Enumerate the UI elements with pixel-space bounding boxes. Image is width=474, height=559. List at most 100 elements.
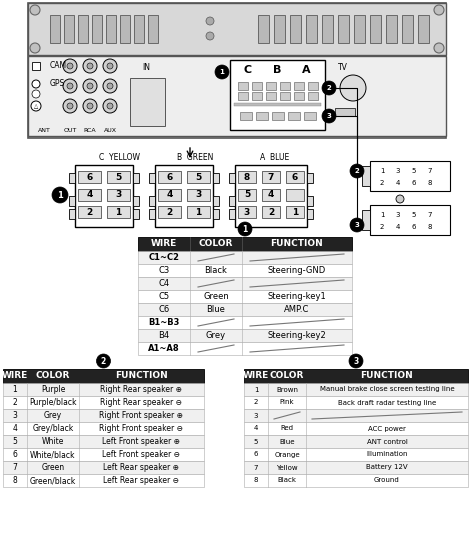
Text: 5: 5 [195, 173, 201, 182]
Circle shape [32, 80, 40, 88]
Bar [158, 206, 181, 219]
Text: 1: 1 [380, 168, 384, 174]
Bar [229, 173, 235, 183]
Bar [386, 15, 397, 43]
Text: GPS: GPS [50, 79, 65, 88]
Text: Back draft radar testing line: Back draft radar testing line [338, 400, 436, 405]
Bar [133, 209, 139, 219]
Text: FUNCTION: FUNCTION [361, 372, 413, 381]
Text: Left Rear speaker ⊖: Left Rear speaker ⊖ [103, 476, 180, 485]
Bar [322, 15, 333, 43]
Bar [78, 171, 101, 183]
Bar [244, 396, 468, 409]
Bar [370, 205, 450, 235]
Bar [78, 189, 101, 201]
Circle shape [215, 65, 229, 79]
Text: 2: 2 [327, 85, 331, 91]
Circle shape [87, 83, 93, 89]
Text: ANT control: ANT control [366, 438, 408, 444]
Text: 3: 3 [254, 413, 258, 419]
Text: 1: 1 [195, 208, 201, 217]
Bar [258, 15, 269, 43]
Bar [252, 82, 262, 90]
Text: 6: 6 [412, 224, 416, 230]
Text: 2: 2 [268, 208, 274, 217]
Text: 8: 8 [244, 173, 250, 182]
Bar [138, 277, 352, 290]
Circle shape [434, 43, 444, 53]
Text: 1: 1 [292, 208, 298, 217]
Text: A  BLUE: A BLUE [260, 153, 290, 162]
Text: Orange: Orange [274, 452, 300, 457]
Text: 6: 6 [292, 173, 298, 182]
Bar [3, 396, 204, 409]
Bar [244, 383, 468, 396]
Circle shape [206, 32, 214, 40]
Bar [3, 409, 204, 422]
Text: Right Rear speaker ⊖: Right Rear speaker ⊖ [100, 398, 182, 407]
Bar [418, 15, 429, 43]
Text: Blue: Blue [279, 438, 295, 444]
Text: Left Front speaker ⊕: Left Front speaker ⊕ [102, 437, 181, 446]
Bar [138, 251, 352, 264]
Bar [252, 92, 262, 100]
Circle shape [31, 101, 41, 111]
Bar [307, 209, 313, 219]
Bar [308, 92, 318, 100]
Text: 1: 1 [219, 69, 224, 75]
Text: AMP.C: AMP.C [284, 305, 310, 314]
Circle shape [322, 81, 336, 95]
Bar [187, 189, 210, 201]
Text: 3: 3 [355, 222, 359, 228]
Text: 6: 6 [254, 452, 258, 457]
Bar [238, 189, 256, 201]
Circle shape [396, 195, 404, 203]
Bar [306, 15, 317, 43]
Text: 4: 4 [166, 190, 173, 199]
Circle shape [322, 109, 336, 123]
Text: 7: 7 [428, 168, 432, 174]
Bar [244, 435, 468, 448]
Text: 5: 5 [244, 190, 250, 199]
Text: Red: Red [281, 425, 293, 432]
Circle shape [349, 354, 363, 368]
Circle shape [67, 83, 73, 89]
Text: 3: 3 [244, 208, 250, 217]
Bar [3, 461, 204, 474]
Circle shape [340, 75, 366, 101]
Text: 3: 3 [115, 190, 122, 199]
Text: C: C [244, 65, 252, 75]
Bar [244, 461, 468, 474]
Bar [158, 189, 181, 201]
Bar [402, 15, 413, 43]
Text: B: B [273, 65, 281, 75]
Text: 3: 3 [13, 411, 18, 420]
Text: Blue: Blue [207, 305, 226, 314]
Bar [133, 196, 139, 206]
Bar [149, 209, 155, 219]
Bar [288, 112, 300, 120]
Text: 3: 3 [354, 357, 359, 366]
Circle shape [87, 103, 93, 109]
Circle shape [103, 99, 117, 113]
Circle shape [350, 164, 364, 178]
Text: FUNCTION: FUNCTION [115, 372, 168, 381]
Text: 4: 4 [13, 424, 18, 433]
Text: Steering-key1: Steering-key1 [268, 292, 327, 301]
Text: C  YELLOW: C YELLOW [100, 153, 140, 162]
Text: C4: C4 [158, 279, 170, 288]
Text: White: White [42, 437, 64, 446]
Circle shape [32, 90, 40, 98]
Circle shape [350, 218, 364, 232]
Bar [187, 171, 210, 183]
Text: 1: 1 [57, 191, 63, 200]
Bar [213, 173, 219, 183]
Text: Pink: Pink [280, 400, 294, 405]
Bar [133, 173, 139, 183]
Bar [229, 209, 235, 219]
Text: Green: Green [41, 463, 64, 472]
Bar [3, 383, 204, 396]
Text: ANT: ANT [37, 127, 50, 132]
Circle shape [434, 5, 444, 15]
Text: AUX: AUX [103, 127, 117, 132]
